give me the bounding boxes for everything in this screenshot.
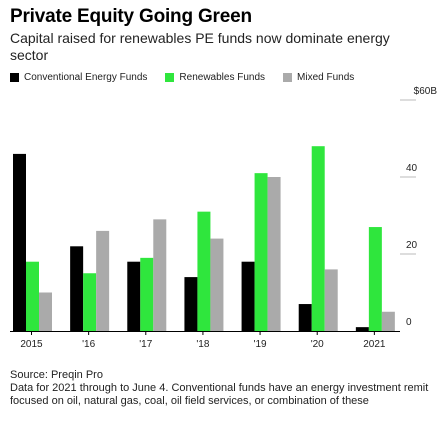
bar-renewables-funds [140,257,154,331]
chart-subtitle: Capital raised for renewables PE funds n… [10,30,390,63]
bar-renewables-funds [83,273,97,331]
x-tick-label: '16 [82,339,95,350]
bar-renewables-funds [26,261,39,331]
bar-renewables-funds [311,146,325,331]
bar-conventional-energy-funds [184,277,198,331]
bar-conventional-energy-funds [241,261,255,331]
bar-conventional-energy-funds [298,304,312,331]
bar-mixed-funds [96,230,110,331]
legend-swatch-mixed [283,72,293,82]
bar-renewables-funds [368,227,382,331]
bar-mixed-funds [267,177,281,331]
bar-conventional-energy-funds [70,246,84,331]
legend-swatch-renewables [165,72,175,82]
bar-mixed-funds [153,219,167,331]
legend-swatch-conventional [10,72,19,82]
y-tick-label: 40 [406,163,418,174]
bar-renewables-funds [254,173,268,331]
legend-item-mixed: Mixed Funds [283,72,354,83]
y-tick-label: $60B [414,86,438,97]
legend-label-renewables: Renewables Funds [179,71,266,83]
x-tick-label: 2015 [20,339,43,350]
x-tick-label: 2021 [363,339,386,350]
x-tick-label: '17 [139,339,152,350]
legend-item-renewables: Renewables Funds [165,72,265,83]
note-text: Data for 2021 through to June 4. Convent… [10,382,429,407]
bar-conventional-energy-funds [355,327,369,331]
bar-conventional-energy-funds [127,261,141,331]
bar-mixed-funds [381,311,395,331]
x-tick-label: '20 [311,339,324,350]
bar-mixed-funds [324,269,338,331]
x-tick-label: '18 [196,339,209,350]
bar-mixed-funds [39,292,52,331]
source-text: Source: Preqin Pro [10,369,103,381]
bar-mixed-funds [210,238,224,331]
y-tick-label: 20 [406,240,418,251]
bar-conventional-energy-funds [13,153,26,331]
legend-label-mixed: Mixed Funds [297,71,355,83]
chart-title: Private Equity Going Green [10,6,252,27]
legend-label-conventional: Conventional Energy Funds [24,71,148,83]
bar-renewables-funds [197,211,211,331]
footnote: Source: Preqin Pro Data for 2021 through… [10,369,430,408]
chart-legend: Conventional Energy Funds Renewables Fun… [10,71,372,83]
x-tick-label: '19 [254,339,267,350]
y-tick-label: 0 [406,317,412,328]
legend-item-conventional: Conventional Energy Funds [10,72,147,83]
